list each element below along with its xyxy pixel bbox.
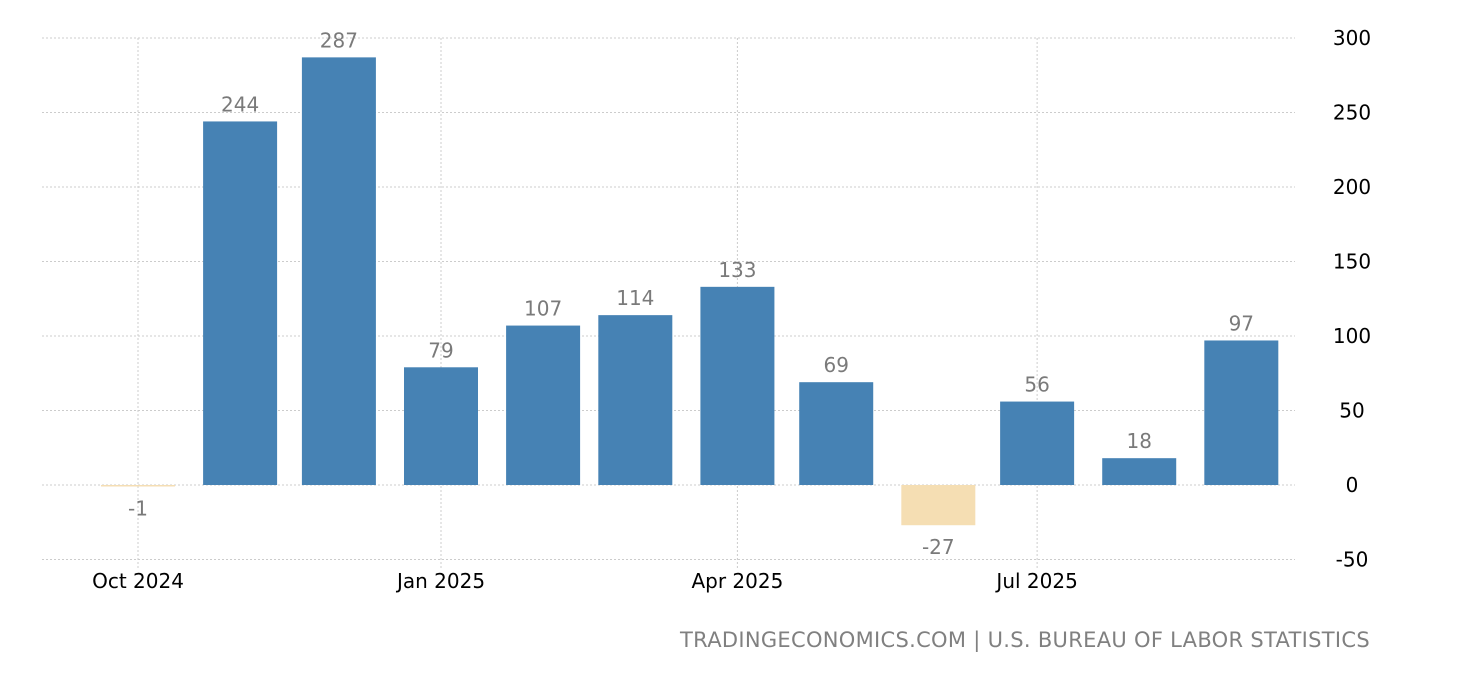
data-label-2024-11: 244 [221, 92, 259, 116]
data-label-2025-06: -27 [922, 535, 955, 559]
y-tick-label: 50 [1339, 399, 1364, 423]
data-label-2025-03: 114 [616, 286, 654, 310]
data-label-2025-04: 133 [718, 258, 756, 282]
data-label-2024-10: -1 [128, 496, 148, 520]
bar-2025-01 [404, 367, 478, 485]
x-axis: Oct 2024 Jan 2025 Apr 2025 Jul 2025 [92, 569, 1078, 593]
x-tick-label: Jan 2025 [395, 569, 485, 593]
bar-2025-02 [506, 325, 581, 485]
y-tick-label: 200 [1333, 175, 1371, 199]
bar-2025-05 [799, 382, 874, 485]
x-tick-label: Apr 2025 [691, 569, 783, 593]
y-tick-label: 100 [1333, 324, 1371, 348]
y-tick-label: -50 [1336, 548, 1369, 572]
bar-2025-09 [1204, 340, 1279, 485]
data-label-2025-08: 18 [1126, 429, 1151, 453]
bar-2025-03 [598, 315, 673, 485]
y-tick-label: 300 [1333, 26, 1371, 50]
y-tick-label: 250 [1333, 101, 1371, 125]
data-label-2025-01: 79 [428, 338, 453, 362]
y-axis: 300 250 200 150 100 50 0 -50 [1333, 26, 1371, 572]
bar-2025-07 [1000, 401, 1075, 485]
data-label-2025-05: 69 [823, 353, 848, 377]
bar-2024-12 [301, 57, 376, 486]
data-labels: -1 244 287 79 107 114 133 69 -27 56 18 97 [128, 28, 1254, 559]
data-label-2024-12: 287 [320, 28, 358, 52]
data-label-2025-09: 97 [1229, 311, 1254, 335]
bar-2025-04 [700, 286, 775, 485]
data-label-2025-07: 56 [1024, 373, 1049, 397]
data-label-2025-02: 107 [524, 297, 562, 321]
y-tick-label: 0 [1346, 473, 1359, 497]
x-tick-label: Jul 2025 [994, 569, 1077, 593]
source-attribution: TRADINGECONOMICS.COM | U.S. BUREAU OF LA… [680, 628, 1370, 652]
bar-2024-11 [203, 121, 278, 485]
bars [101, 57, 1279, 526]
bar-2024-10 [101, 485, 175, 487]
x-tick-label: Oct 2024 [92, 569, 184, 593]
y-tick-label: 150 [1333, 250, 1371, 274]
bar-2025-06 [901, 485, 976, 526]
bar-2025-08 [1102, 458, 1177, 485]
